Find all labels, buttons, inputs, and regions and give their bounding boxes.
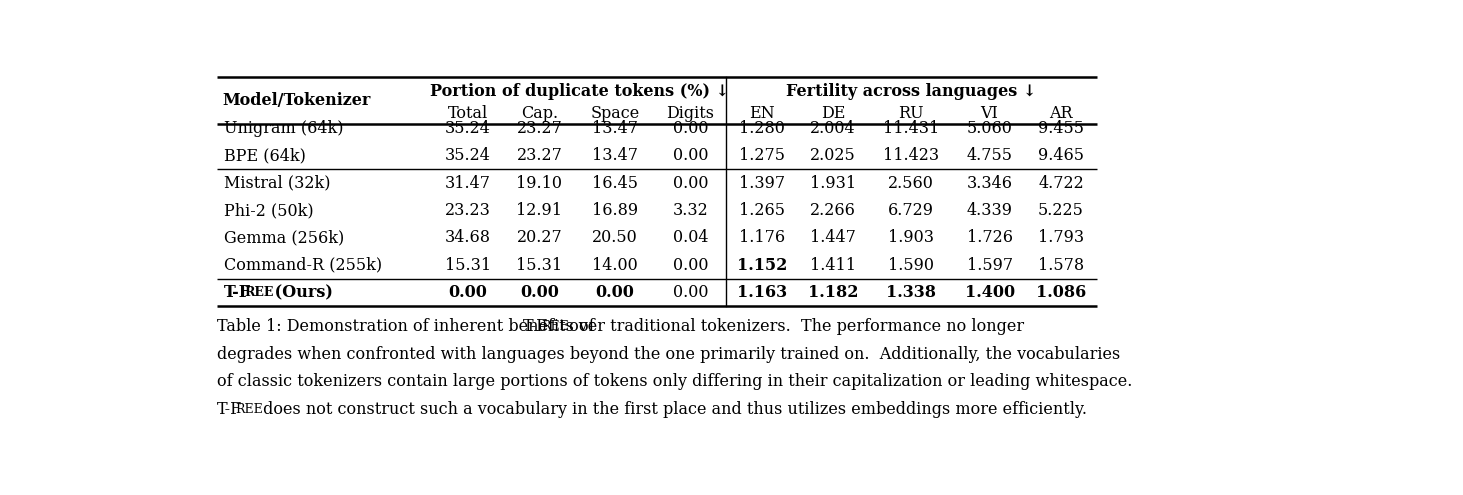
Text: Command-R (255k): Command-R (255k) xyxy=(224,257,382,274)
Text: DE: DE xyxy=(821,105,846,122)
Text: 0.00: 0.00 xyxy=(673,120,708,137)
Text: 0.00: 0.00 xyxy=(595,284,635,301)
Text: 6.729: 6.729 xyxy=(888,202,935,219)
Text: 1.275: 1.275 xyxy=(739,147,784,164)
Text: 0.00: 0.00 xyxy=(519,284,559,301)
Text: 1.163: 1.163 xyxy=(737,284,787,301)
Text: 1.397: 1.397 xyxy=(739,175,784,192)
Text: 1.578: 1.578 xyxy=(1037,257,1084,274)
Text: REE: REE xyxy=(541,320,569,334)
Text: 1.726: 1.726 xyxy=(967,229,1012,247)
Text: 35.24: 35.24 xyxy=(445,147,492,164)
Text: 4.755: 4.755 xyxy=(967,147,1012,164)
Text: Digits: Digits xyxy=(666,105,714,122)
Text: 34.68: 34.68 xyxy=(445,229,492,247)
Text: 0.00: 0.00 xyxy=(673,175,708,192)
Text: REE: REE xyxy=(236,403,263,416)
Text: 1.447: 1.447 xyxy=(811,229,856,247)
Text: (Ours): (Ours) xyxy=(269,284,334,301)
Text: 4.339: 4.339 xyxy=(967,202,1012,219)
Text: 3.32: 3.32 xyxy=(673,202,708,219)
Text: 15.31: 15.31 xyxy=(445,257,492,274)
Text: 5.060: 5.060 xyxy=(967,120,1012,137)
Text: REE: REE xyxy=(244,286,274,299)
Text: 0.00: 0.00 xyxy=(673,147,708,164)
Text: T-F: T-F xyxy=(224,284,250,301)
Text: 1.931: 1.931 xyxy=(811,175,856,192)
Text: 1.411: 1.411 xyxy=(811,257,856,274)
Text: 0.04: 0.04 xyxy=(673,229,708,247)
Text: 1.793: 1.793 xyxy=(1037,229,1084,247)
Text: 2.266: 2.266 xyxy=(811,202,856,219)
Text: Space: Space xyxy=(590,105,639,122)
Text: 23.23: 23.23 xyxy=(445,202,492,219)
Text: over traditional tokenizers.  The performance no longer: over traditional tokenizers. The perform… xyxy=(565,318,1024,336)
Text: Cap.: Cap. xyxy=(521,105,557,122)
Text: Phi-2 (50k): Phi-2 (50k) xyxy=(224,202,313,219)
Text: 1.338: 1.338 xyxy=(887,284,936,301)
Text: 0.00: 0.00 xyxy=(449,284,487,301)
Text: 11.423: 11.423 xyxy=(884,147,939,164)
Text: Mistral (32k): Mistral (32k) xyxy=(224,175,331,192)
Text: 9.465: 9.465 xyxy=(1039,147,1084,164)
Text: 4.722: 4.722 xyxy=(1039,175,1084,192)
Text: Total: Total xyxy=(448,105,489,122)
Text: 1.265: 1.265 xyxy=(739,202,784,219)
Text: RU: RU xyxy=(898,105,925,122)
Text: does not construct such a vocabulary in the first place and thus utilizes embedd: does not construct such a vocabulary in … xyxy=(257,401,1087,418)
Text: 23.27: 23.27 xyxy=(516,147,562,164)
Text: 1.597: 1.597 xyxy=(967,257,1012,274)
Text: 2.004: 2.004 xyxy=(811,120,856,137)
Text: 1.280: 1.280 xyxy=(739,120,784,137)
Text: 20.50: 20.50 xyxy=(593,229,638,247)
Text: 3.346: 3.346 xyxy=(967,175,1012,192)
Text: 0.00: 0.00 xyxy=(673,284,708,301)
Text: 31.47: 31.47 xyxy=(445,175,492,192)
Text: 1.903: 1.903 xyxy=(888,229,935,247)
Text: BPE (64k): BPE (64k) xyxy=(224,147,306,164)
Text: of classic tokenizers contain large portions of tokens only differing in their c: of classic tokenizers contain large port… xyxy=(217,373,1132,391)
Text: Unigram (64k): Unigram (64k) xyxy=(224,120,344,137)
Text: 1.590: 1.590 xyxy=(888,257,935,274)
Text: 5.225: 5.225 xyxy=(1039,202,1084,219)
Text: degrades when confronted with languages beyond the one primarily trained on.  Ad: degrades when confronted with languages … xyxy=(217,346,1121,363)
Text: Fertility across languages ↓: Fertility across languages ↓ xyxy=(786,83,1036,100)
Text: 35.24: 35.24 xyxy=(445,120,492,137)
Text: 14.00: 14.00 xyxy=(593,257,638,274)
Text: 23.27: 23.27 xyxy=(516,120,562,137)
Text: T-F: T-F xyxy=(524,318,549,336)
Text: 1.400: 1.400 xyxy=(964,284,1015,301)
Text: Gemma (256k): Gemma (256k) xyxy=(224,229,344,247)
Text: 16.89: 16.89 xyxy=(593,202,638,219)
Text: 0.00: 0.00 xyxy=(673,257,708,274)
Text: 1.176: 1.176 xyxy=(739,229,784,247)
Text: 13.47: 13.47 xyxy=(593,147,638,164)
Text: 13.47: 13.47 xyxy=(593,120,638,137)
Text: 20.27: 20.27 xyxy=(516,229,562,247)
Text: Model/Tokenizer: Model/Tokenizer xyxy=(222,92,372,109)
Text: AR: AR xyxy=(1049,105,1072,122)
Text: 1.182: 1.182 xyxy=(808,284,859,301)
Text: VI: VI xyxy=(980,105,999,122)
Text: 16.45: 16.45 xyxy=(593,175,638,192)
Text: 12.91: 12.91 xyxy=(516,202,562,219)
Text: Table 1: Demonstration of inherent benefits of: Table 1: Demonstration of inherent benef… xyxy=(217,318,600,336)
Text: Portion of duplicate tokens (%) ↓: Portion of duplicate tokens (%) ↓ xyxy=(430,83,729,100)
Text: 1.152: 1.152 xyxy=(736,257,787,274)
Text: T-F: T-F xyxy=(217,401,243,418)
Text: 19.10: 19.10 xyxy=(516,175,562,192)
Text: 11.431: 11.431 xyxy=(884,120,939,137)
Text: 2.025: 2.025 xyxy=(811,147,856,164)
Text: EN: EN xyxy=(749,105,774,122)
Text: 15.31: 15.31 xyxy=(516,257,563,274)
Text: 1.086: 1.086 xyxy=(1036,284,1086,301)
Text: 2.560: 2.560 xyxy=(888,175,935,192)
Text: 9.455: 9.455 xyxy=(1039,120,1084,137)
